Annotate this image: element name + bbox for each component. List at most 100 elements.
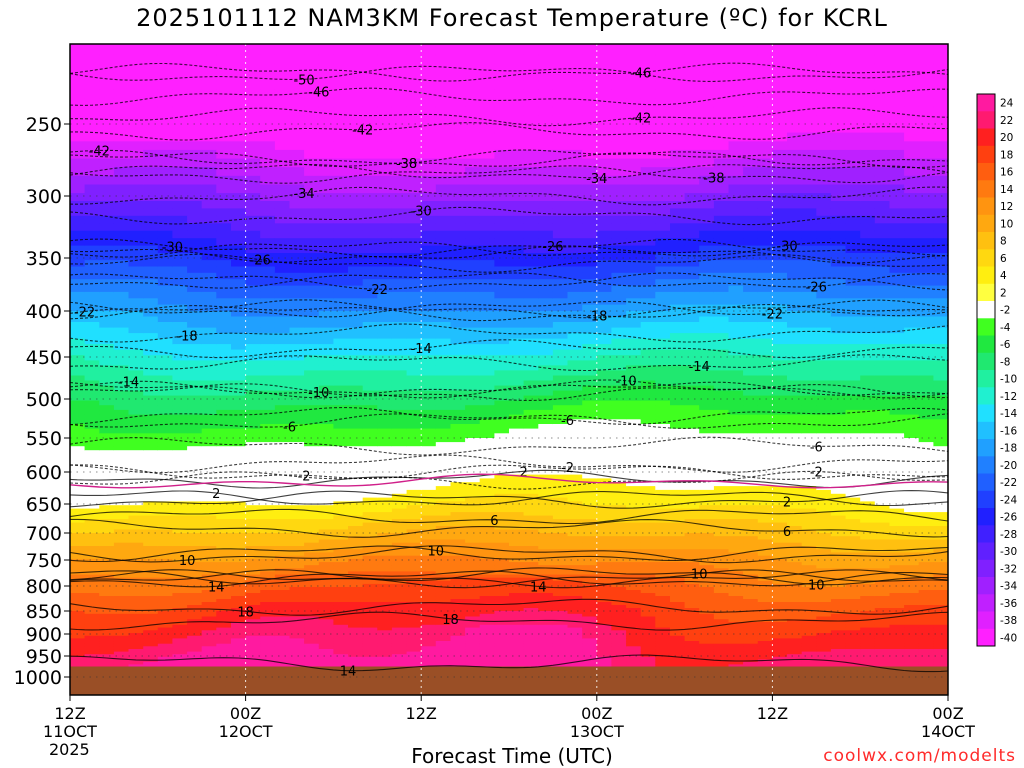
contour-label: -18 — [586, 310, 607, 325]
contour-label: -46 — [308, 86, 329, 101]
plot-frame — [69, 43, 949, 696]
colorbar-swatch — [977, 180, 995, 198]
x-tick-date: 14OCT — [921, 722, 975, 741]
contour-line — [70, 454, 948, 474]
colorbar-swatch — [977, 111, 995, 129]
contour-label: -14 — [118, 376, 139, 391]
contour-label: 2 — [212, 487, 220, 502]
contour-label: -26 — [806, 280, 827, 295]
y-tick-label: 550 — [26, 428, 62, 450]
contour-label: -6 — [283, 420, 296, 435]
contour-label: -18 — [176, 330, 197, 345]
contour-label: -14 — [689, 360, 710, 375]
contour-line — [70, 65, 948, 82]
contour-line — [70, 241, 948, 258]
contour-line — [70, 490, 948, 509]
colorbar-legend: 24 22 20 18 16 14 12 10 8 6 4 2 -2 -4 -6 -8 -10 -12 -14 -16… — [976, 93, 1017, 647]
colorbar-swatch — [977, 439, 995, 457]
colorbar-swatch — [977, 301, 995, 319]
y-tick-label: 400 — [26, 301, 62, 323]
colorbar-label: 12 — [1000, 201, 1013, 213]
contour-line — [70, 380, 948, 399]
colorbar-swatch — [977, 594, 995, 612]
contour-line — [70, 413, 948, 429]
contour-line — [70, 339, 948, 359]
colorbar-swatch — [977, 473, 995, 492]
contour-line — [70, 272, 948, 291]
colorbar-label: -14 — [1000, 408, 1017, 420]
y-tick-label: 500 — [26, 389, 62, 411]
colorbar-label: -26 — [1000, 512, 1017, 524]
contour-label: -6 — [561, 414, 574, 429]
year-label: 2025 — [49, 740, 90, 759]
contour-line — [70, 299, 948, 319]
contour-label: -38 — [703, 172, 724, 187]
contour-line — [70, 206, 948, 226]
contour-label: 18 — [237, 605, 254, 620]
contour-line — [70, 323, 948, 343]
colorbar-swatch — [977, 128, 995, 147]
contour-label: -22 — [762, 308, 783, 323]
contour-label: -30 — [162, 240, 183, 255]
contour-label: -42 — [630, 112, 651, 127]
contour-line — [70, 518, 948, 538]
y-tick-label: 450 — [26, 347, 62, 369]
contour-line — [70, 300, 948, 318]
contour-line — [70, 508, 948, 525]
contour-label: -42 — [89, 144, 110, 159]
source-credit: coolwx.com/modelts — [823, 746, 1016, 766]
colorbar-swatch — [977, 387, 995, 405]
contour-label: 6 — [783, 525, 791, 540]
contour-label: 10 — [428, 544, 445, 559]
contour-line — [70, 87, 948, 106]
contour-line — [70, 383, 948, 401]
contour-label: 14 — [340, 665, 357, 680]
contour-label: 14 — [530, 581, 547, 596]
colorbar-label: -20 — [1000, 460, 1017, 472]
contour-label: -34 — [586, 172, 607, 187]
contour-label: 14 — [208, 580, 225, 595]
y-tick-label: 800 — [26, 576, 62, 598]
contour-line — [70, 304, 948, 322]
contour-label: -26 — [542, 240, 563, 255]
contour-line — [70, 470, 948, 490]
colorbar-swatch — [977, 456, 995, 474]
contour-line — [70, 569, 948, 589]
contour-line — [70, 354, 948, 372]
colorbar-swatch — [977, 163, 995, 181]
y-axis: 2503003504004505005506006507007508008509… — [14, 114, 70, 689]
colorbar-label: -16 — [1000, 425, 1017, 437]
y-tick-label: 1000 — [14, 667, 62, 689]
contour-line — [70, 545, 948, 564]
contour-line — [70, 569, 948, 589]
colorbar-swatch — [977, 232, 995, 250]
contour-label: -22 — [367, 283, 388, 298]
contour-label: -38 — [396, 157, 417, 172]
contour-line — [70, 598, 948, 616]
colorbar-swatch — [977, 421, 995, 440]
y-tick-label: 650 — [26, 494, 62, 516]
colorbar-label: -8 — [1000, 356, 1010, 368]
contour-label: -2 — [561, 461, 574, 476]
colorbar-label: 10 — [1000, 218, 1013, 230]
contour-line — [70, 567, 948, 586]
contour-lines: -50-46-46-42-42-42-38-38-34-34-30-30-30-… — [70, 62, 948, 680]
colorbar-swatch — [977, 577, 995, 595]
contour-line — [70, 62, 948, 82]
contour-line — [70, 545, 948, 563]
colorbar-swatch — [977, 318, 995, 336]
colorbar-label: 22 — [1000, 115, 1013, 127]
x-tick-date: 13OCT — [570, 722, 624, 741]
colorbar-label: -4 — [1000, 322, 1011, 334]
colorbar-swatch — [977, 197, 995, 216]
contour-label: 10 — [179, 554, 196, 569]
colorbar-label: 6 — [1000, 253, 1007, 265]
contour-label: -10 — [308, 386, 329, 401]
contour-line — [70, 436, 948, 456]
colorbar-label: 20 — [1000, 132, 1013, 144]
contour-line — [70, 152, 948, 169]
colorbar-label: -6 — [1000, 339, 1011, 351]
contour-label: -22 — [74, 306, 95, 321]
